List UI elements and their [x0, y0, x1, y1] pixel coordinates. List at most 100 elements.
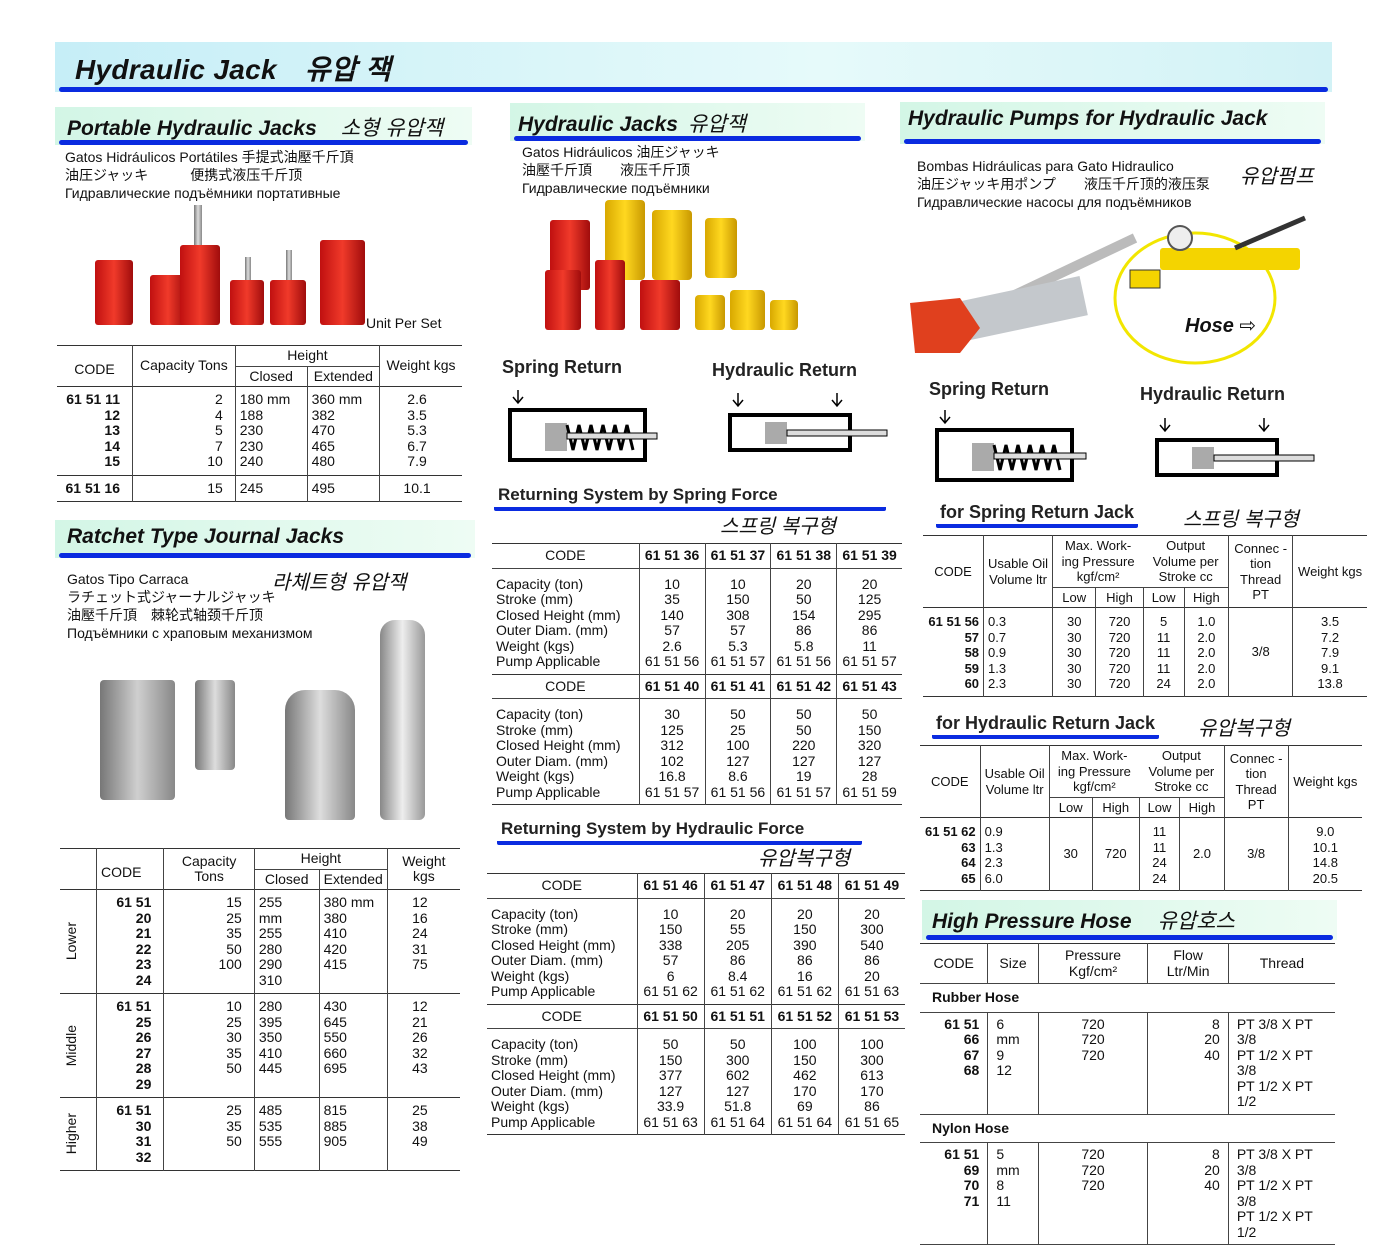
header-weight: Weight kgs — [386, 848, 460, 890]
v_high-value: 2.0 — [1197, 629, 1216, 645]
table-row-group: 61 51 62 63 64 65 0.9 1.3 2.3 6.0 30 720 11 11 24 24 2… — [920, 817, 1362, 891]
section-title-kr: 소형 유압잭 — [340, 117, 444, 140]
value-column: 10 35 140 57 2.6 61 51 56 — [638, 568, 705, 674]
row-label: Outer Diam. (mm) — [491, 952, 603, 968]
spring-pump-title-text: for Spring Return Jack — [936, 502, 1139, 528]
extended-value: 660 — [323, 1044, 347, 1061]
spec-value: 377 — [658, 1067, 683, 1083]
spring-force-title-kr: 스프링 복구형 — [720, 516, 836, 538]
cell-weight: 9.0 10.1 14.8 20.5 — [1287, 817, 1362, 891]
code-header-row: CODE 61 51 36 61 51 37 61 51 38 61 51 39 — [492, 543, 902, 568]
title-en: Hydraulic Jack — [75, 54, 277, 85]
code-value: 61 51 47 — [710, 877, 765, 893]
cell-size: 5 mm 8 11 — [987, 1142, 1039, 1245]
spec-value: 61 51 56 — [776, 653, 832, 669]
header-output-text: Output Volume per Stroke cc — [1148, 748, 1215, 794]
p_low-value: 30 — [1066, 676, 1082, 691]
value-column: 20 55 205 86 8.4 61 51 62 — [703, 898, 772, 1004]
header-high: High — [1183, 587, 1229, 608]
section-title: High Pressure Hose — [932, 910, 1132, 933]
value-column: 50 25 100 127 8.6 61 51 56 — [704, 698, 771, 805]
spec-value: 20 — [864, 967, 880, 984]
spec-value: 20 — [861, 575, 878, 592]
arrow-right-icon: ⇨ — [1239, 315, 1257, 337]
closed-value: 395 — [258, 1013, 283, 1030]
cell-code: 61 51 56 57 58 59 60 — [923, 608, 984, 697]
v_high-value: 2.0 — [1192, 846, 1212, 862]
code-header: 61 51 40 — [638, 674, 705, 699]
oil-value: 2.3 — [984, 855, 1003, 870]
page-banner: Hydraulic Jack 유압 잭 — [55, 42, 1332, 92]
cell-thread: PT 3/8 X PT 3/8 PT 1/2 X PT 3/8 PT 1/2 X P… — [1227, 1012, 1335, 1114]
hydraulic-return-diagram — [728, 393, 888, 452]
code-value: 68 — [963, 1062, 980, 1078]
spec-value: 61 51 63 — [643, 1113, 698, 1130]
group-label-cell: Nylon Hose — [920, 1114, 1335, 1143]
weight-value: 16 — [412, 909, 428, 926]
spec-value: 33.9 — [656, 1098, 685, 1114]
cell-closed: 280 395 350 410 445 — [253, 993, 320, 1098]
table-row-group: Lower 61 51 20 21 22 23 24 15 25 35 50 100 255 mm 25… — [60, 889, 460, 994]
code-value: 61 51 53 — [844, 1007, 900, 1024]
hydraulic-pump-table: CODE Usable Oil Volume ltr Max. Work-ing P… — [920, 745, 1362, 891]
capacity-value: 15 — [207, 479, 223, 496]
oil-value: 0.3 — [988, 614, 1007, 629]
row-label: Closed Height (mm) — [491, 936, 616, 953]
header-row: CODE Size Pressure Kgf/cm² Flow Ltr/Min Thre… — [920, 943, 1335, 984]
capacity-value: 30 — [226, 1029, 242, 1045]
table-row-group: Capacity (ton) Stroke (mm) Closed Height (… — [487, 898, 905, 1004]
size-value: 11 — [996, 1192, 1011, 1209]
cell-code: 61 51 62 63 64 65 — [920, 818, 980, 891]
spec-value: 61 51 57 — [710, 653, 766, 669]
spec-value: 220 — [792, 737, 816, 753]
cell-extended: 815 885 905 — [318, 1097, 388, 1171]
row-labels: Capacity (ton) Stroke (mm) Closed Height (… — [492, 568, 639, 674]
code-header: 61 51 48 — [770, 873, 839, 898]
row-label: Pump Applicable — [496, 783, 601, 800]
capacity-value: 25 — [226, 909, 242, 926]
oil-value: 6.0 — [984, 870, 1003, 886]
code-header-row: CODE 61 51 50 61 51 51 61 51 52 61 51 53 — [487, 1004, 905, 1029]
section-title-kr: 유압잭 — [687, 113, 746, 136]
cell-p_low: 30 — [1048, 817, 1093, 891]
table-row-group: 61 51 56 57 58 59 60 0.3 0.7 0.9 1.3 2.3 30 30 30 30 3… — [923, 607, 1367, 697]
p_high-value: 720 — [1108, 614, 1131, 629]
header-low: Low — [1138, 797, 1180, 818]
code-label-text: CODE — [545, 677, 586, 694]
code-header-row: CODE 61 51 46 61 51 47 61 51 48 61 51 49 — [487, 873, 905, 899]
section-title: Portable Hydraulic Jacks — [67, 117, 317, 140]
spec-value: 2.6 — [662, 637, 682, 654]
header-oil: Usable Oil Volume ltr — [983, 535, 1053, 608]
subtitle: 油壓千斤頂 棘轮式轴颈千斤顶 — [67, 607, 263, 623]
capacity-value: 10 — [226, 998, 242, 1014]
code-label: CODE — [487, 874, 637, 899]
table-row-group: Higher 61 51 30 31 32 25 35 50 485 535 555 815 885 9… — [60, 1097, 460, 1171]
spec-value: 86 — [795, 622, 812, 638]
code-value: 61 51 49 — [844, 877, 900, 893]
weight-value: 43 — [412, 1060, 428, 1076]
hydraulic-return-diagram — [1155, 418, 1315, 477]
header-closed: Closed — [253, 869, 320, 890]
value-column: 20 150 390 86 16 61 51 62 — [770, 898, 839, 1004]
code-header: 61 51 38 — [770, 543, 837, 568]
code-value: 28 — [135, 1060, 152, 1076]
spec-value: 69 — [797, 1098, 813, 1114]
spec-value: 50 — [795, 591, 812, 607]
spec-value: 300 — [860, 921, 884, 937]
v_low-value: 11 — [1152, 824, 1167, 839]
cell-weight: 2.6 3.5 5.3 6.7 7.9 — [379, 386, 462, 475]
row-label: Closed Height (mm) — [496, 737, 621, 753]
weight-value: 21 — [412, 1013, 428, 1030]
v_low-value: 5 — [1160, 614, 1168, 629]
header-row: CODE Capacity Tons Height Weight kgs — [57, 345, 462, 387]
spec-value: 61 51 56 — [644, 653, 700, 669]
extended-value: 430 — [323, 998, 347, 1014]
header-closed-text: Closed — [264, 870, 309, 887]
code-header: 61 51 36 — [638, 543, 705, 568]
spec-value: 20 — [797, 905, 813, 922]
header-pressure: Max. Work-ing Pressure kgf/cm² — [1048, 745, 1140, 798]
spec-value: 86 — [864, 952, 880, 968]
spec-value: 125 — [857, 591, 882, 607]
code-value: 61 51 66 — [944, 1015, 980, 1047]
row-label: Weight (kgs) — [496, 637, 575, 654]
